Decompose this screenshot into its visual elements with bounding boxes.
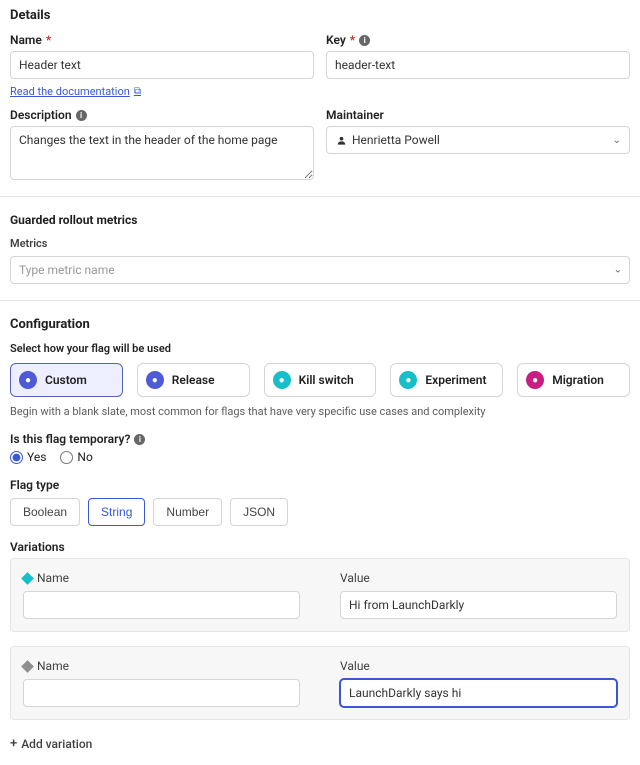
user-icon bbox=[335, 134, 347, 146]
variations-label: Variations bbox=[10, 540, 630, 554]
configuration-heading: Configuration bbox=[10, 317, 630, 332]
info-icon: i bbox=[134, 434, 145, 445]
info-icon: i bbox=[76, 110, 87, 121]
variation-value-input[interactable] bbox=[340, 679, 617, 707]
usage-label: Select how your flag will be used bbox=[10, 342, 630, 355]
diamond-icon bbox=[21, 572, 34, 585]
usage-option-icon: ● bbox=[146, 371, 164, 389]
external-link-icon: ⧉ bbox=[134, 86, 141, 97]
variation-value-input[interactable] bbox=[340, 591, 617, 619]
variation-name-label: Name bbox=[23, 571, 300, 585]
guarded-section: Guarded rollout metrics Metrics ⌄ bbox=[10, 213, 630, 284]
usage-option-experiment[interactable]: ● Experiment bbox=[390, 363, 503, 397]
flag-type-options: Boolean String Number JSON bbox=[10, 498, 630, 526]
temporary-yes-radio[interactable]: Yes bbox=[10, 450, 46, 464]
flag-type-boolean[interactable]: Boolean bbox=[10, 498, 80, 526]
required-asterisk: * bbox=[350, 33, 355, 47]
usage-option-icon: ● bbox=[19, 371, 37, 389]
usage-option-migration[interactable]: ● Migration bbox=[517, 363, 630, 397]
name-input[interactable] bbox=[10, 51, 314, 79]
maintainer-label: Maintainer bbox=[326, 108, 630, 122]
usage-option-label: Custom bbox=[45, 373, 87, 387]
usage-option-release[interactable]: ● Release bbox=[137, 363, 250, 397]
usage-option-kill-switch[interactable]: ● Kill switch bbox=[264, 363, 377, 397]
usage-options: ● Custom ● Release ● Kill switch ● Experiment ● M… bbox=[10, 363, 630, 397]
variation-name-label: Name bbox=[23, 659, 300, 673]
variation-name-input[interactable] bbox=[23, 679, 300, 707]
usage-option-icon: ● bbox=[526, 371, 544, 389]
flag-type-number[interactable]: Number bbox=[153, 498, 222, 526]
variation-value-label: Value bbox=[340, 571, 617, 585]
flag-type-label: Flag type bbox=[10, 478, 630, 492]
variation-value-label: Value bbox=[340, 659, 617, 673]
maintainer-select[interactable]: Henrietta Powell ⌄ bbox=[326, 126, 630, 154]
metrics-input[interactable] bbox=[10, 256, 630, 284]
read-documentation-link[interactable]: Read the documentation ⧉ bbox=[10, 85, 314, 98]
chevron-down-icon: ⌄ bbox=[613, 135, 621, 146]
usage-option-label: Release bbox=[172, 373, 215, 387]
variation-name-input[interactable] bbox=[23, 591, 300, 619]
usage-option-custom[interactable]: ● Custom bbox=[10, 363, 123, 397]
plus-icon: + bbox=[10, 736, 17, 751]
key-input[interactable] bbox=[326, 51, 630, 79]
guarded-heading: Guarded rollout metrics bbox=[10, 213, 630, 227]
variation-card: Name Value bbox=[10, 558, 630, 632]
metrics-label: Metrics bbox=[10, 237, 630, 250]
details-heading: Details bbox=[10, 8, 630, 23]
configuration-section: Configuration Select how your flag will … bbox=[10, 317, 630, 753]
temporary-label: Is this flag temporary? i bbox=[10, 432, 630, 446]
diamond-icon bbox=[21, 660, 34, 673]
chevron-down-icon: ⌄ bbox=[614, 265, 622, 276]
maintainer-value: Henrietta Powell bbox=[352, 133, 440, 147]
divider bbox=[0, 196, 640, 197]
usage-option-label: Kill switch bbox=[299, 373, 354, 387]
flag-type-string[interactable]: String bbox=[88, 498, 145, 526]
usage-option-icon: ● bbox=[273, 371, 291, 389]
divider bbox=[0, 300, 640, 301]
name-label: Name* bbox=[10, 33, 314, 47]
description-input[interactable] bbox=[10, 126, 314, 180]
usage-option-label: Experiment bbox=[425, 373, 486, 387]
flag-type-json[interactable]: JSON bbox=[230, 498, 288, 526]
variation-card: Name Value bbox=[10, 646, 630, 720]
required-asterisk: * bbox=[46, 33, 51, 47]
usage-helper-text: Begin with a blank slate, most common fo… bbox=[10, 405, 630, 418]
add-variation-button[interactable]: + Add variation bbox=[10, 734, 92, 753]
description-label: Description i bbox=[10, 108, 314, 122]
details-section: Details Name* Read the documentation ⧉ K… bbox=[10, 8, 630, 180]
usage-option-icon: ● bbox=[399, 371, 417, 389]
usage-option-label: Migration bbox=[552, 373, 604, 387]
key-label: Key* i bbox=[326, 33, 630, 47]
info-icon: i bbox=[359, 35, 370, 46]
temporary-no-radio[interactable]: No bbox=[60, 450, 92, 464]
